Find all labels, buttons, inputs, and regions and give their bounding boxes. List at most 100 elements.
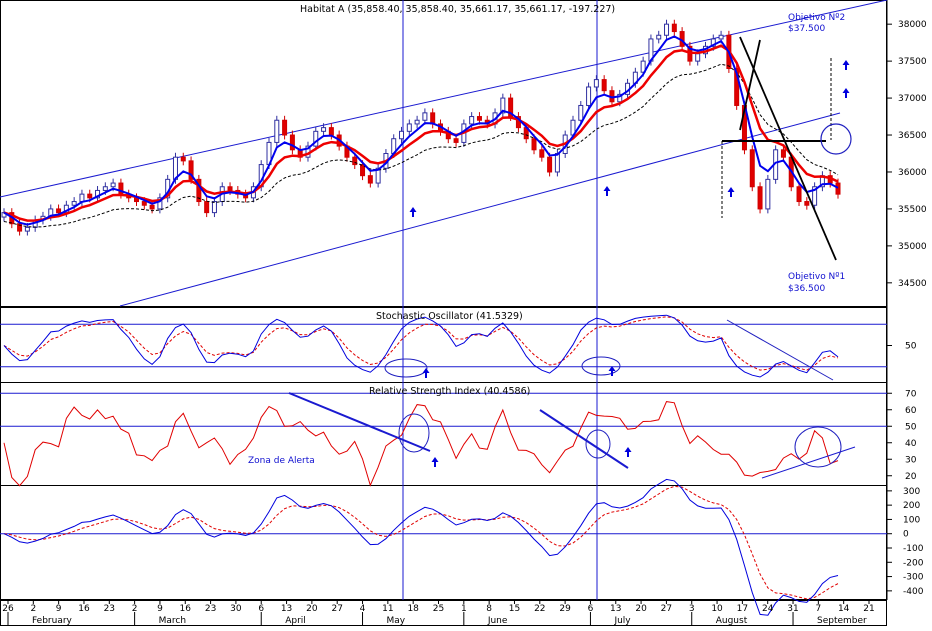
candle-body: [796, 186, 802, 203]
candle: [282, 115, 288, 140]
date-tick-label: 6: [258, 604, 264, 614]
candle-body: [414, 119, 420, 125]
date-tick-label: 27: [661, 604, 672, 614]
candle: [274, 115, 280, 147]
up-arrow-icon: [624, 447, 632, 457]
date-tick-label: 15: [509, 604, 520, 614]
candle: [430, 108, 436, 129]
date-tick-label: 6: [588, 604, 594, 614]
stoch-trend-line: [726, 319, 834, 381]
candle: [188, 156, 194, 184]
date-tick-label: 21: [863, 604, 874, 614]
date-tick-label: 9: [56, 604, 62, 614]
candle-body: [656, 34, 662, 40]
candle: [445, 126, 451, 144]
candle: [157, 193, 163, 214]
candle-body: [360, 164, 366, 177]
stoch-main-line: [3, 314, 839, 378]
date-tick-label: 16: [78, 604, 90, 614]
price-tick-label: 38000: [898, 20, 927, 30]
candle-body: [313, 130, 319, 147]
stoch-circle-1: [384, 358, 428, 378]
candle-body: [531, 138, 537, 151]
date-tick-label: 13: [610, 604, 621, 614]
rsi-trend-line-3: [761, 446, 856, 479]
up-arrow-icon: [727, 187, 735, 197]
candle-body: [56, 208, 62, 214]
candle: [835, 178, 841, 199]
candle-body: [804, 201, 810, 206]
rsi-trend-line-2: [539, 409, 629, 469]
candle-body: [586, 86, 592, 106]
candle-body: [352, 156, 358, 166]
candle-body: [118, 182, 124, 195]
stoch-tick-label: 50: [905, 342, 917, 352]
candle: [593, 75, 599, 92]
price-title: Habitat A (35,858.40, 35,858.40, 35,661.…: [300, 4, 615, 15]
objetivo1-value: $36.500: [788, 284, 825, 294]
rsi-circle-1: [398, 413, 430, 453]
up-arrow-shape: [842, 88, 850, 98]
candle-body: [554, 153, 560, 173]
candle: [749, 145, 755, 192]
date-tick-label: 16: [180, 604, 192, 614]
candle-body: [149, 204, 155, 210]
candle-body: [204, 201, 210, 214]
candle: [500, 93, 506, 118]
up-arrow-shape: [842, 60, 850, 70]
candle-body: [835, 182, 841, 195]
date-tick-label: 25: [433, 604, 444, 614]
candle: [297, 145, 303, 162]
candle: [180, 152, 186, 166]
panel-frames: [0, 0, 888, 626]
candle-body: [289, 134, 295, 151]
osc-tick-label: 100: [903, 515, 920, 525]
osc-main-line: [3, 478, 839, 616]
up-arrow-icon: [422, 368, 430, 378]
candle-body: [95, 189, 101, 199]
candle: [367, 171, 373, 188]
up-arrow-icon: [409, 207, 417, 217]
candle-body: [24, 226, 30, 232]
candle-body: [375, 167, 381, 184]
candle-body: [547, 156, 553, 173]
candle-body: [157, 197, 163, 210]
candle: [804, 197, 810, 210]
candle: [539, 145, 545, 162]
rsi-circle-3: [794, 426, 842, 468]
candle-body: [476, 116, 482, 121]
date-tick-label: 20: [306, 604, 318, 614]
stoch-signal-line: [3, 316, 839, 371]
oscillator-layer: [0, 478, 887, 616]
zona-alerta-label: Zona de Alerta: [248, 456, 315, 466]
month-label: February: [32, 616, 73, 626]
candle-body: [110, 182, 116, 188]
date-tick-label: 3: [689, 604, 695, 614]
up-arrow-icon: [608, 366, 616, 376]
candle-body: [87, 193, 93, 199]
date-tick-label: 27: [331, 604, 342, 614]
date-tick-label: 23: [205, 604, 216, 614]
candle-body: [211, 201, 217, 214]
candle-body: [671, 23, 677, 33]
rsi-line: [3, 401, 839, 487]
candle-body: [664, 23, 670, 36]
month-label: March: [159, 616, 186, 626]
target-circle: [820, 123, 852, 155]
candle: [321, 123, 327, 136]
candle-body: [282, 119, 288, 136]
price-tick-label: 37500: [898, 57, 927, 67]
candle: [406, 119, 412, 136]
ma-fast-blue-line: [3, 35, 839, 226]
candle: [204, 197, 210, 218]
up-arrow-icon: [842, 88, 850, 98]
candle: [531, 134, 537, 155]
candle: [796, 182, 802, 206]
date-tick-label: 17: [737, 604, 748, 614]
date-tick-label: 2: [132, 604, 138, 614]
price-tick-label: 34500: [898, 279, 927, 289]
rsi-tick-label: 60: [905, 406, 917, 416]
price-layer: [0, 0, 888, 600]
candle: [812, 182, 818, 210]
candle-body: [718, 34, 724, 40]
